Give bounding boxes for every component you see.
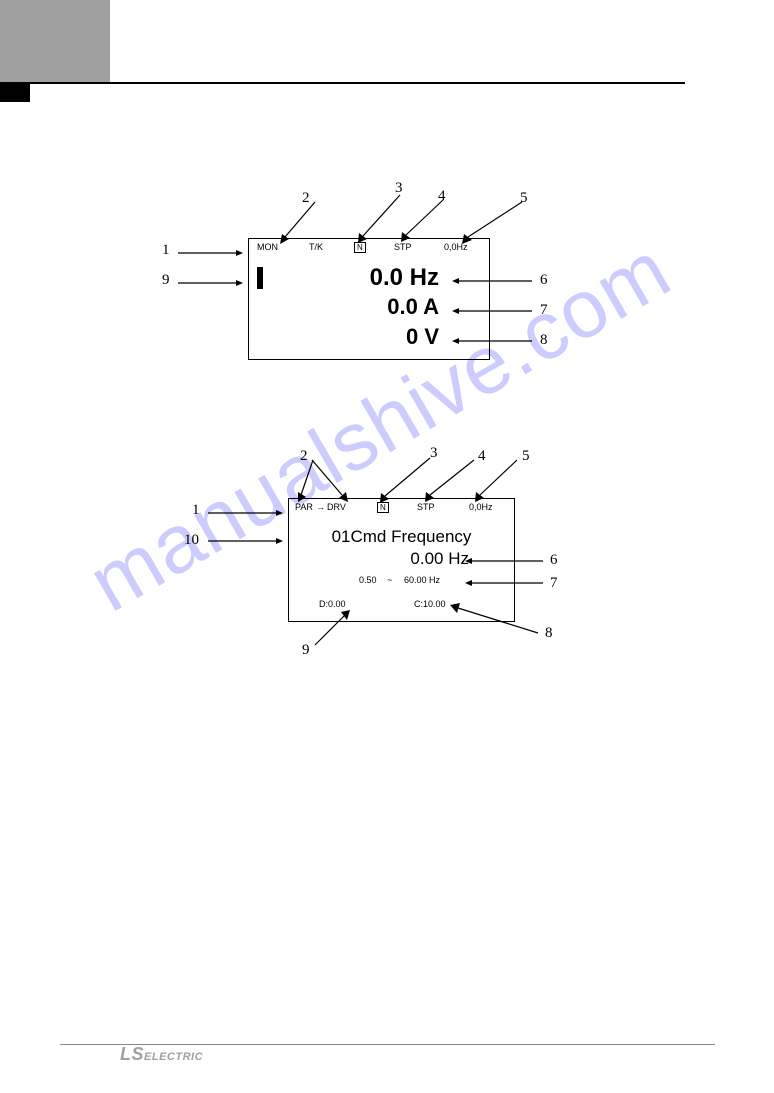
arrow-2b	[298, 460, 318, 502]
arrow-5	[472, 460, 520, 502]
callout-8: 8	[545, 625, 553, 642]
header-gray-block	[0, 0, 110, 82]
value-voltage: 0 V	[309, 324, 439, 350]
callout-9: 9	[302, 642, 310, 659]
callout-7: 7	[550, 575, 558, 592]
current-value: C:10.00	[414, 599, 446, 609]
n-indicator: N	[377, 502, 389, 513]
n-indicator: N	[354, 242, 366, 253]
diagram-monitor-mode: 2 3 4 5 1 9 6 7 8 MON T/K N STP 0,0Hz 0.…	[140, 180, 620, 380]
status-stp: STP	[417, 502, 435, 512]
status-row: MON T/K N STP 0,0Hz	[249, 242, 489, 258]
logo-rest: ELECTRIC	[144, 1051, 203, 1063]
status-n: N	[377, 502, 389, 513]
status-hz: 0,0Hz	[444, 242, 468, 252]
diagram-parameter-mode: 2 3 4 5 1 10 6 7 8 9 PAR → DRV N STP 0,0…	[140, 430, 620, 670]
value-current: 0.0 A	[309, 294, 439, 320]
callout-6: 6	[550, 552, 558, 569]
header-black-block	[0, 82, 30, 102]
status-tk: T/K	[309, 242, 323, 252]
arrow-1	[208, 510, 283, 516]
arrow-4	[398, 200, 448, 242]
arrow-4	[422, 460, 477, 502]
range-sep: ~	[387, 575, 392, 585]
arrow-1	[178, 250, 243, 256]
param-title: 01Cmd Frequency	[309, 527, 494, 547]
cursor-indicator	[257, 267, 263, 289]
callout-7: 7	[540, 302, 548, 319]
callout-6: 6	[540, 272, 548, 289]
status-row: PAR → DRV N STP 0,0Hz	[289, 502, 514, 518]
status-mon: MON	[257, 242, 278, 252]
status-hz: 0,0Hz	[469, 502, 493, 512]
callout-5: 5	[522, 448, 530, 465]
status-stp: STP	[394, 242, 412, 252]
arrow-9	[178, 280, 243, 286]
arrow-2	[312, 460, 352, 502]
lcd-box-parameter: PAR → DRV N STP 0,0Hz 01Cmd Frequency 0.…	[288, 498, 515, 622]
status-n: N	[354, 242, 366, 253]
value-frequency: 0.0 Hz	[309, 264, 439, 292]
default-value: D:0.00	[319, 599, 346, 609]
logo-ls: LS	[120, 1044, 144, 1064]
range-high: 60.00 Hz	[404, 575, 440, 585]
callout-9: 9	[162, 272, 170, 289]
callout-1: 1	[162, 242, 170, 259]
status-par: PAR	[295, 502, 313, 512]
status-drv: DRV	[327, 502, 346, 512]
arrow-10	[208, 538, 283, 544]
lcd-box-monitor: MON T/K N STP 0,0Hz 0.0 Hz 0.0 A 0 V	[248, 238, 490, 360]
callout-10: 10	[184, 532, 199, 549]
param-value: 0.00 Hz	[349, 549, 469, 569]
brand-logo: LSELECTRIC	[120, 1044, 203, 1065]
arrow-right-icon: →	[316, 502, 325, 512]
callout-1: 1	[192, 502, 200, 519]
range-low: 0.50	[359, 575, 377, 585]
header-rule	[30, 82, 685, 84]
callout-8: 8	[540, 332, 548, 349]
